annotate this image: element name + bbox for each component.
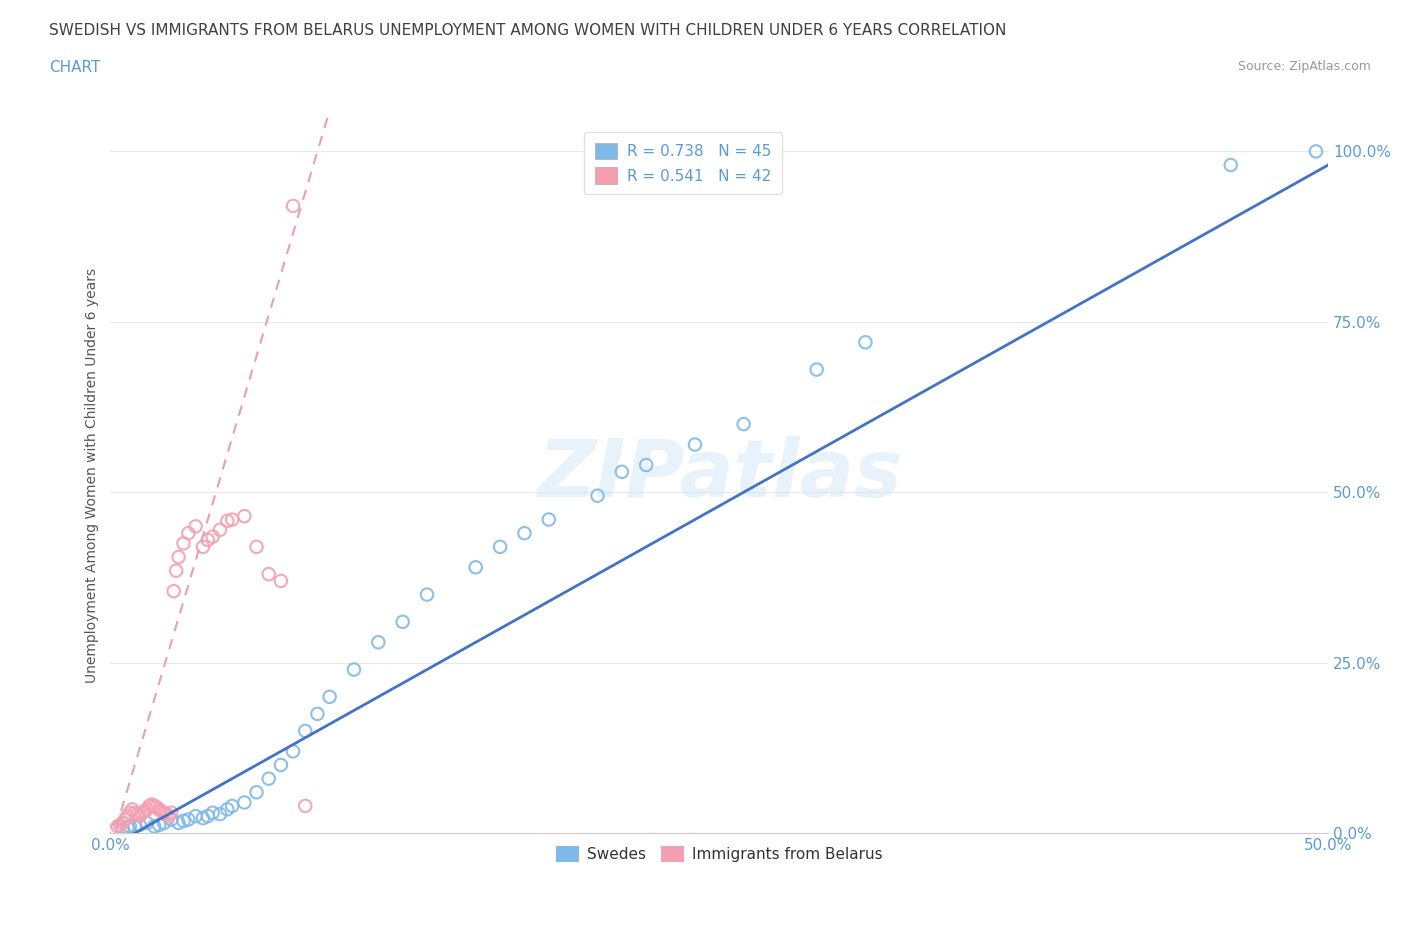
Point <box>489 539 512 554</box>
Point <box>586 488 609 503</box>
Point <box>1219 157 1241 172</box>
Text: ZIPatlas: ZIPatlas <box>537 436 901 514</box>
Point <box>208 806 231 821</box>
Point <box>108 817 131 832</box>
Point <box>343 662 366 677</box>
Point <box>1305 144 1327 159</box>
Point <box>128 817 150 832</box>
Point <box>281 198 304 213</box>
Point <box>136 802 159 817</box>
Text: Source: ZipAtlas.com: Source: ZipAtlas.com <box>1237 60 1371 73</box>
Point <box>163 584 186 599</box>
Point <box>143 799 166 814</box>
Point <box>141 797 163 812</box>
Point <box>197 809 219 824</box>
Point <box>127 806 149 821</box>
Point <box>245 539 267 554</box>
Point <box>464 560 486 575</box>
Point <box>131 805 153 820</box>
Point <box>270 574 292 589</box>
Point <box>855 335 877 350</box>
Point <box>537 512 560 527</box>
Point <box>221 512 243 527</box>
Point <box>201 529 224 544</box>
Point <box>245 785 267 800</box>
Point <box>416 587 439 602</box>
Point <box>124 819 146 834</box>
Point <box>128 809 150 824</box>
Point <box>217 802 239 817</box>
Point <box>148 817 170 832</box>
Y-axis label: Unemployment Among Women with Children Under 6 years: Unemployment Among Women with Children U… <box>86 268 100 683</box>
Point <box>172 814 194 829</box>
Point <box>257 771 280 786</box>
Text: SWEDISH VS IMMIGRANTS FROM BELARUS UNEMPLOYMENT AMONG WOMEN WITH CHILDREN UNDER : SWEDISH VS IMMIGRANTS FROM BELARUS UNEMP… <box>49 23 1007 38</box>
Point <box>155 806 177 821</box>
Point <box>145 800 167 815</box>
Point <box>367 635 389 650</box>
Point <box>121 802 143 817</box>
Point <box>270 758 292 773</box>
Point <box>124 805 146 820</box>
Point <box>111 822 134 837</box>
Point <box>153 816 176 830</box>
Point <box>733 417 755 432</box>
Point <box>177 812 200 827</box>
Point <box>191 811 214 826</box>
Point <box>233 509 256 524</box>
Point <box>610 464 633 479</box>
Point <box>233 795 256 810</box>
Point <box>167 550 190 565</box>
Point <box>160 805 183 820</box>
Point <box>513 525 536 540</box>
Point <box>111 816 134 830</box>
Point <box>134 804 156 818</box>
Point <box>208 523 231 538</box>
Point <box>118 805 141 820</box>
Point <box>172 536 194 551</box>
Point <box>167 816 190 830</box>
Point <box>177 525 200 540</box>
Point <box>184 519 207 534</box>
Point <box>148 802 170 817</box>
Point <box>157 809 180 824</box>
Point <box>114 812 136 827</box>
Point <box>160 812 183 827</box>
Text: CHART: CHART <box>49 60 101 75</box>
Point <box>636 458 658 472</box>
Point <box>197 533 219 548</box>
Point <box>150 804 173 818</box>
Point <box>107 819 129 834</box>
Point <box>221 799 243 814</box>
Point <box>191 539 214 554</box>
Point <box>294 799 316 814</box>
Legend: Swedes, Immigrants from Belarus: Swedes, Immigrants from Belarus <box>550 840 889 869</box>
Point <box>118 819 141 834</box>
Point <box>307 707 329 722</box>
Point <box>104 822 127 837</box>
Point <box>217 513 239 528</box>
Point <box>143 819 166 834</box>
Point <box>257 566 280 581</box>
Point <box>136 816 159 830</box>
Point <box>281 744 304 759</box>
Point <box>391 615 413 630</box>
Point <box>117 809 139 824</box>
Point <box>184 809 207 824</box>
Point <box>806 362 828 377</box>
Point <box>138 799 160 814</box>
Point <box>683 437 706 452</box>
Point <box>117 820 139 835</box>
Point <box>294 724 316 738</box>
Point <box>165 564 187 578</box>
Point <box>153 805 176 820</box>
Point <box>318 689 340 704</box>
Point <box>201 805 224 820</box>
